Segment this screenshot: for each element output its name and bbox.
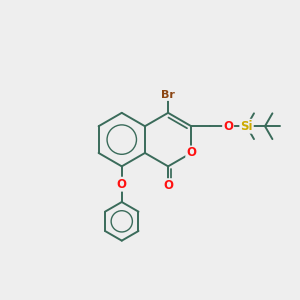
Text: Si: Si: [240, 120, 253, 133]
Text: O: O: [186, 146, 196, 160]
Text: O: O: [223, 120, 233, 133]
Text: O: O: [117, 178, 127, 191]
Text: O: O: [163, 179, 173, 192]
Text: Br: Br: [161, 90, 175, 100]
